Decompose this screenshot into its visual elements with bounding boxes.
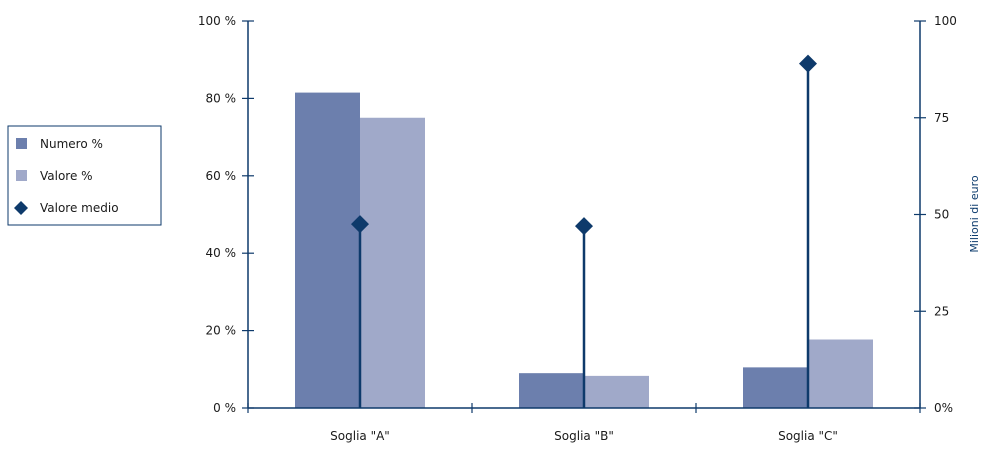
- left-tick-label: 40 %: [206, 246, 237, 260]
- marker-valore-medio: [799, 54, 817, 73]
- left-tick-label: 80 %: [206, 91, 237, 105]
- category-label: Soglia "B": [554, 429, 614, 443]
- category-label: Soglia "C": [778, 429, 838, 443]
- left-tick-label: 100 %: [198, 14, 236, 28]
- left-tick-label: 0 %: [213, 401, 236, 415]
- right-tick-label: 75: [934, 111, 949, 125]
- legend-label: Numero %: [40, 137, 103, 151]
- right-tick-label: 100: [934, 14, 957, 28]
- legend-swatch-valore: [16, 170, 27, 181]
- legend-box: [7, 125, 162, 226]
- right-tick-label: 0%: [934, 401, 953, 415]
- right-tick-label: 25: [934, 304, 949, 318]
- marker-valore-medio: [575, 217, 593, 236]
- legend-label: Valore %: [40, 169, 93, 183]
- legend-label: Valore medio: [40, 201, 119, 215]
- bar-numero: [743, 367, 808, 408]
- bar-valore: [360, 117, 425, 408]
- category-label: Soglia "A": [330, 429, 390, 443]
- left-tick-label: 20 %: [206, 324, 237, 338]
- right-axis-title: Milioni di euro: [968, 175, 981, 252]
- left-tick-label: 60 %: [206, 169, 237, 183]
- legend-swatch-numero: [16, 138, 27, 149]
- right-tick-label: 50: [934, 208, 949, 222]
- bar-numero: [295, 92, 360, 408]
- bar-valore: [808, 339, 873, 408]
- bar-valore: [584, 375, 649, 408]
- marker-valore-medio: [351, 215, 369, 234]
- legend-marker-valore-medio: [14, 201, 28, 215]
- bar-numero: [519, 373, 584, 408]
